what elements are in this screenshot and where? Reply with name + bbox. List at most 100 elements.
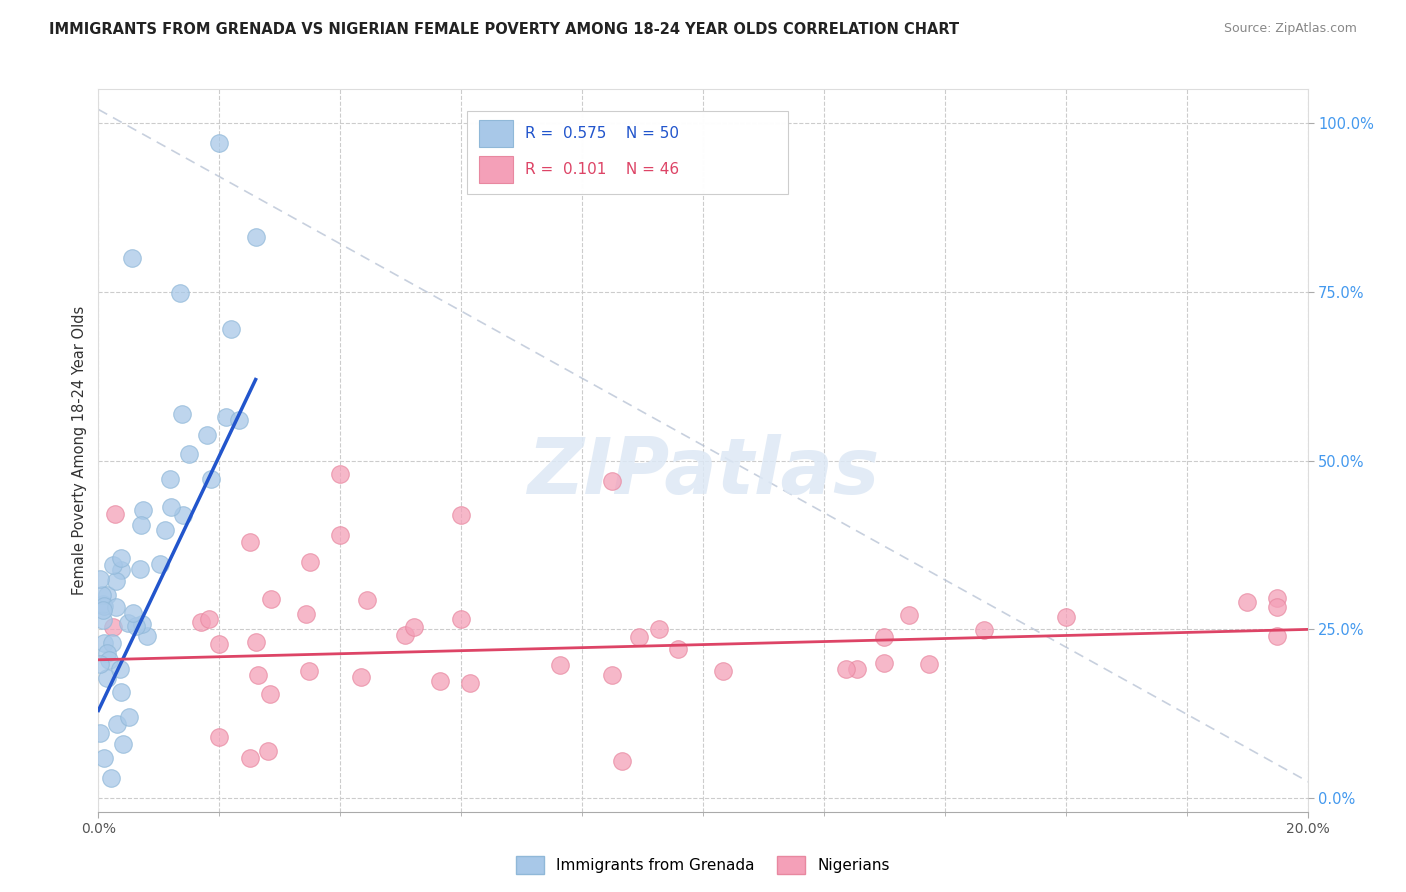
Point [93, 599, 115, 613]
Point [101, 636, 124, 650]
Point [215, 409, 238, 424]
Point [118, 710, 141, 724]
Point [108, 662, 131, 676]
Point [666, 642, 689, 657]
Point [91, 614, 114, 628]
Point [298, 664, 321, 678]
Point [429, 673, 451, 688]
Point [1054, 610, 1077, 624]
Point [1236, 595, 1258, 609]
Point [628, 630, 651, 644]
Y-axis label: Female Poverty Among 18-24 Year Olds: Female Poverty Among 18-24 Year Olds [72, 306, 87, 595]
Point [648, 622, 671, 636]
FancyBboxPatch shape [467, 111, 787, 194]
Point [329, 467, 352, 481]
Point [973, 623, 995, 637]
Point [260, 591, 283, 606]
Point [129, 518, 152, 533]
Point [155, 523, 177, 537]
Point [132, 503, 155, 517]
Point [121, 251, 143, 265]
Point [93, 635, 115, 649]
Point [89, 726, 111, 740]
Point [91, 588, 114, 602]
Point [93, 750, 115, 764]
Point [239, 750, 262, 764]
Point [96, 588, 118, 602]
Bar [479, 120, 513, 147]
Point [170, 407, 193, 421]
Point [329, 528, 352, 542]
Point [295, 607, 318, 621]
Point [458, 676, 481, 690]
Point [117, 616, 139, 631]
Point [136, 629, 159, 643]
Point [610, 754, 633, 768]
Point [105, 717, 128, 731]
Point [91, 603, 114, 617]
Point [121, 606, 143, 620]
Point [105, 574, 128, 588]
Point [198, 612, 221, 626]
Text: R =  0.101    N = 46: R = 0.101 N = 46 [526, 162, 679, 177]
Text: IMMIGRANTS FROM GRENADA VS NIGERIAN FEMALE POVERTY AMONG 18-24 YEAR OLDS CORRELA: IMMIGRANTS FROM GRENADA VS NIGERIAN FEMA… [49, 22, 959, 37]
Point [713, 664, 735, 678]
Point [845, 662, 868, 676]
Point [450, 612, 472, 626]
Point [450, 508, 472, 522]
Point [245, 230, 267, 244]
Point [172, 508, 194, 522]
Bar [479, 156, 513, 183]
Point [104, 507, 127, 521]
Point [256, 744, 278, 758]
Point [100, 771, 122, 785]
Point [131, 617, 153, 632]
Point [177, 447, 200, 461]
Point [110, 684, 132, 698]
Point [394, 627, 416, 641]
Point [200, 472, 222, 486]
Point [239, 534, 262, 549]
Point [602, 668, 624, 682]
Point [96, 647, 118, 661]
Point [103, 620, 125, 634]
Point [259, 687, 281, 701]
Point [1267, 591, 1289, 606]
Point [190, 615, 212, 629]
Point [247, 668, 270, 682]
Point [873, 656, 896, 670]
Point [1267, 600, 1289, 615]
Point [104, 599, 127, 614]
Point [918, 657, 941, 672]
Point [89, 572, 111, 586]
Text: ZIPatlas: ZIPatlas [527, 434, 879, 510]
Point [873, 630, 896, 644]
Point [124, 618, 146, 632]
Point [129, 562, 152, 576]
Text: R =  0.575    N = 50: R = 0.575 N = 50 [526, 126, 679, 141]
Point [402, 620, 425, 634]
Point [195, 427, 218, 442]
Point [159, 472, 181, 486]
Point [101, 558, 124, 573]
Point [110, 551, 132, 566]
Point [834, 662, 856, 676]
Point [208, 637, 231, 651]
Point [548, 658, 571, 673]
Point [98, 653, 121, 667]
Point [221, 321, 243, 335]
Point [91, 597, 114, 611]
Point [111, 737, 134, 751]
Point [110, 563, 132, 577]
Point [208, 136, 231, 151]
Text: Source: ZipAtlas.com: Source: ZipAtlas.com [1223, 22, 1357, 36]
Point [169, 285, 191, 300]
Point [602, 474, 624, 488]
Point [160, 500, 183, 514]
Point [208, 731, 231, 745]
Point [356, 592, 378, 607]
Point [89, 657, 111, 672]
Point [299, 555, 322, 569]
Point [1267, 629, 1289, 643]
Point [245, 635, 267, 649]
